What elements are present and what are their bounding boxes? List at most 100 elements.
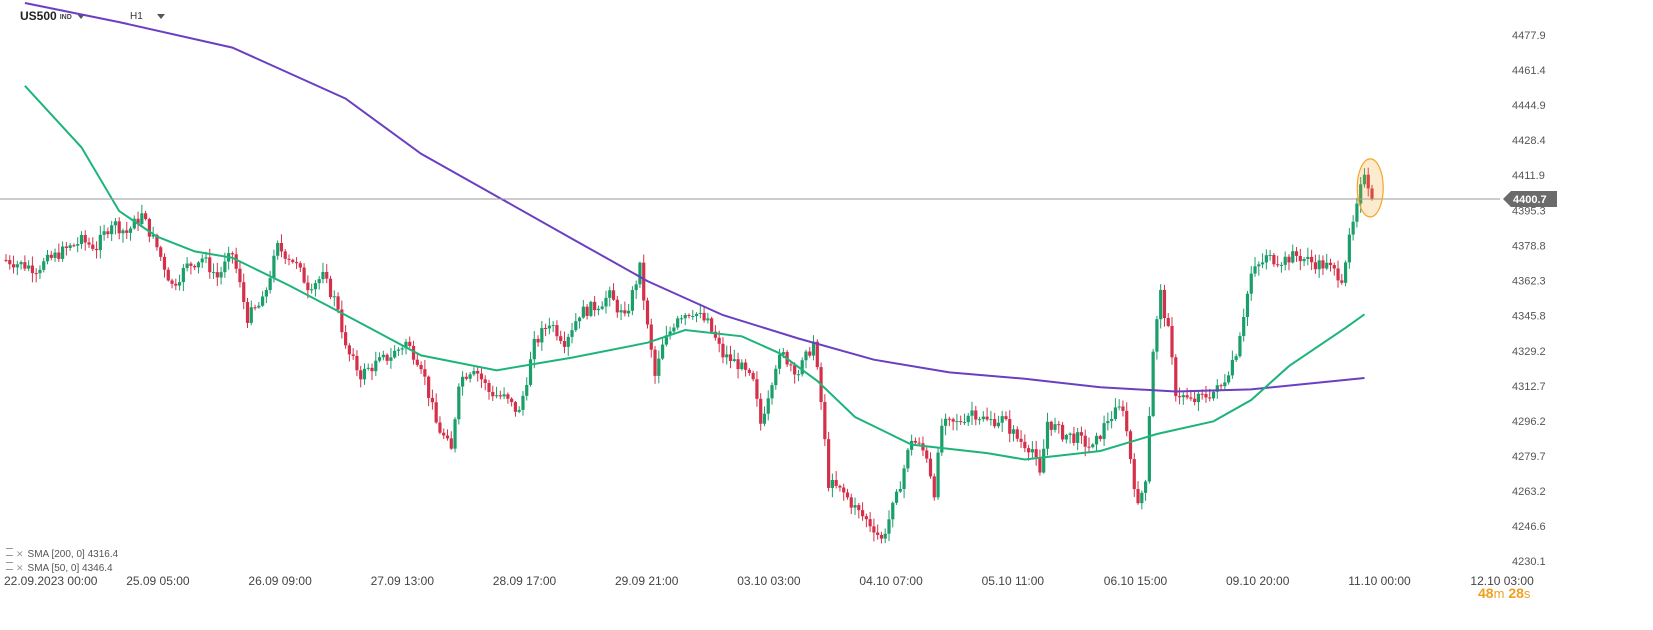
candle [774,368,778,386]
candle [374,360,378,372]
candle [1083,435,1087,447]
candle [1317,260,1321,270]
candle [1113,407,1118,419]
timeframe-selector[interactable]: H1 [130,11,143,22]
candle [87,242,91,245]
candle [838,485,842,488]
candle [491,391,495,397]
candle [64,246,68,248]
candle [34,273,38,275]
candle [1185,395,1189,398]
candle [1223,382,1227,387]
candle [61,246,65,259]
y-tick-label: 4279.7 [1512,451,1546,463]
candle [1053,424,1057,430]
close-icon[interactable]: ✕ [16,563,24,573]
candle [1110,418,1114,422]
candle [823,402,827,440]
candle [208,257,212,273]
candle [962,422,967,424]
candle [638,262,642,285]
candle [1004,416,1008,420]
candle [664,335,668,345]
candle [706,318,710,321]
candle [615,299,619,313]
candle [996,422,1001,427]
y-tick-label: 4444.9 [1512,100,1546,112]
sma50-line [24,85,1366,461]
candle [781,352,785,355]
candle [1287,256,1291,263]
candle [1121,406,1125,411]
candle [506,394,510,399]
candle [883,533,887,539]
candle [1023,441,1027,449]
candle [279,242,284,252]
chevron-down-icon[interactable] [77,14,85,19]
candle [577,317,582,322]
legend-sma50[interactable]: ✕ SMA [50, 0] 4346.4 [6,562,113,574]
candle [76,244,80,246]
candle [755,379,759,399]
candle [200,258,204,263]
candle [317,279,321,284]
indicator-list-icon[interactable] [6,562,13,570]
candle [947,418,951,420]
candle [1091,444,1095,448]
candle [1147,416,1151,482]
candle [1340,280,1344,283]
candle [570,330,574,337]
candle [1162,289,1167,319]
candle [83,235,87,243]
candle [1298,255,1302,262]
candle [1027,448,1031,453]
candle [1143,481,1148,493]
candle [525,384,529,396]
chevron-down-icon[interactable] [157,14,165,19]
candle [272,255,276,279]
x-tick-label: 25.09 05:00 [126,574,190,588]
candle [566,336,570,347]
candle [868,519,872,527]
candle [1136,489,1140,504]
legend-sma200[interactable]: ✕ SMA [200, 0] 4316.4 [6,548,118,560]
candle [494,395,499,397]
candle [751,372,755,380]
close-icon[interactable]: ✕ [16,549,24,559]
candle [879,535,884,539]
candle [698,312,702,314]
indicator-list-icon[interactable] [6,548,13,556]
candle [166,269,170,281]
candle [8,260,12,265]
candle [974,410,978,420]
candle [981,416,985,420]
candle [668,331,672,336]
candle [396,349,401,351]
candle [747,369,751,373]
candle [860,510,865,517]
candle [351,354,355,356]
candle [1245,293,1250,317]
candle [645,300,650,325]
candle [4,259,8,261]
candle [627,310,631,314]
candle [434,402,438,423]
candle [1208,397,1212,399]
candle [287,258,291,260]
legend-label: SMA [200, 0] [27,549,85,560]
candle [740,362,744,370]
y-tick-label: 4296.2 [1512,416,1546,428]
candle [555,325,559,337]
candle [1034,449,1038,458]
candle [449,438,453,449]
candle [540,327,544,343]
y-tick-label: 4329.2 [1512,346,1546,358]
candle [1257,264,1261,267]
candle [1181,395,1185,398]
candle [140,213,144,224]
candle [53,252,57,258]
candle [800,360,804,375]
candle [411,345,416,360]
instrument-selector[interactable]: US500 IND [20,9,72,23]
